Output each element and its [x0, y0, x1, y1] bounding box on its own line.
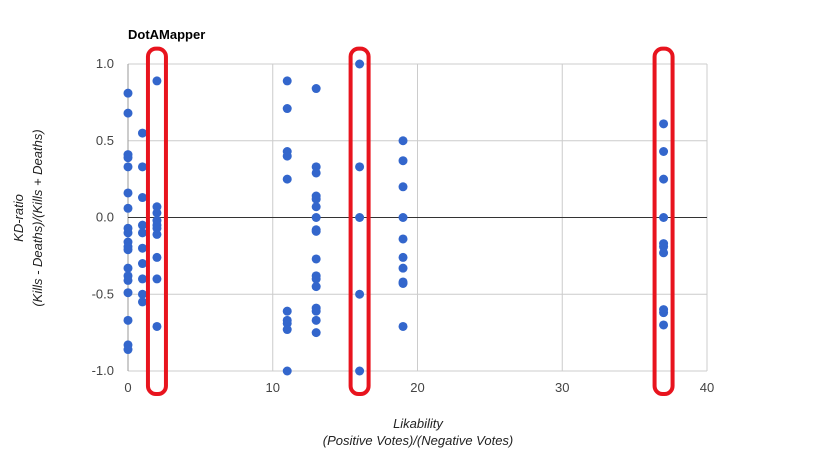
- data-point: [152, 208, 162, 218]
- highlight-box: [145, 46, 168, 397]
- data-point: [137, 259, 147, 269]
- data-point: [659, 248, 669, 258]
- data-point: [123, 162, 133, 172]
- data-point: [123, 345, 133, 355]
- data-point: [152, 321, 162, 331]
- data-point: [311, 274, 321, 284]
- data-point: [123, 153, 133, 163]
- data-point: [123, 263, 133, 273]
- data-point: [137, 274, 147, 284]
- data-point: [137, 289, 147, 299]
- data-point: [398, 156, 408, 166]
- data-point: [123, 228, 133, 238]
- data-point: [152, 274, 162, 284]
- data-point: [311, 84, 321, 94]
- data-point: [137, 162, 147, 172]
- data-point: [398, 213, 408, 222]
- data-point: [311, 254, 321, 264]
- data-point: [311, 226, 321, 236]
- highlight-boxes: [145, 46, 675, 397]
- y-tick-label: -1.0: [92, 363, 114, 378]
- data-point: [355, 59, 365, 69]
- data-points: [123, 59, 669, 376]
- data-point: [282, 151, 292, 161]
- data-point: [311, 202, 321, 212]
- x-tick-labels: 0 10 20 30 40: [124, 380, 714, 395]
- data-point: [137, 228, 147, 238]
- x-tick-label: 40: [700, 380, 714, 395]
- data-point: [311, 328, 321, 338]
- x-tick-label: 30: [555, 380, 569, 395]
- data-point: [659, 174, 669, 184]
- data-point: [355, 289, 365, 299]
- data-point: [311, 194, 321, 204]
- chart-title: DotAMapper: [128, 27, 205, 42]
- data-point: [282, 325, 292, 335]
- highlight-box: [348, 46, 371, 397]
- data-point: [123, 203, 133, 213]
- data-point: [355, 213, 365, 222]
- data-point: [659, 146, 669, 156]
- data-point: [355, 366, 365, 376]
- data-point: [398, 279, 408, 289]
- data-point: [398, 182, 408, 192]
- data-point: [282, 174, 292, 184]
- data-point: [137, 193, 147, 203]
- data-point: [152, 252, 162, 262]
- data-point: [398, 136, 408, 146]
- data-point: [152, 229, 162, 239]
- data-point: [311, 213, 321, 222]
- data-point: [311, 168, 321, 178]
- y-tick-labels: 1.0 0.5 0.0 -0.5 -1.0: [92, 56, 114, 378]
- y-tick-label: 1.0: [96, 56, 114, 71]
- data-point: [659, 320, 669, 330]
- data-point: [282, 366, 292, 376]
- data-point: [123, 275, 133, 285]
- data-point: [123, 188, 133, 198]
- data-point: [123, 245, 133, 255]
- data-point: [398, 321, 408, 331]
- data-point: [152, 76, 162, 86]
- data-point: [355, 162, 365, 172]
- data-point: [398, 263, 408, 273]
- data-point: [137, 297, 147, 307]
- data-point: [398, 234, 408, 244]
- y-tick-label: 0.0: [96, 210, 114, 225]
- data-point: [123, 315, 133, 325]
- x-tick-label: 0: [124, 380, 131, 395]
- data-point: [123, 288, 133, 298]
- data-point: [282, 306, 292, 316]
- y-axis-title: KD-ratio: [11, 194, 26, 242]
- data-point: [137, 220, 147, 230]
- x-tick-label: 10: [266, 380, 280, 395]
- x-axis-title: Likability: [393, 416, 444, 431]
- data-point: [282, 104, 292, 114]
- data-point: [311, 282, 321, 292]
- data-point: [137, 128, 147, 138]
- data-point: [659, 119, 669, 129]
- data-point: [123, 108, 133, 118]
- data-point: [398, 252, 408, 262]
- x-tick-label: 20: [410, 380, 424, 395]
- data-point: [659, 308, 669, 318]
- data-point: [137, 243, 147, 253]
- y-tick-label: 0.5: [96, 133, 114, 148]
- y-tick-label: -0.5: [92, 286, 114, 301]
- highlight-box: [652, 46, 675, 397]
- x-axis-subtitle: (Positive Votes)/(Negative Votes): [323, 433, 514, 448]
- y-axis-subtitle: (Kills - Deaths)/(Kills + Deaths): [30, 129, 45, 306]
- data-point: [282, 76, 292, 86]
- data-point: [311, 315, 321, 325]
- data-point: [123, 88, 133, 98]
- data-point: [311, 306, 321, 316]
- data-point: [659, 213, 669, 222]
